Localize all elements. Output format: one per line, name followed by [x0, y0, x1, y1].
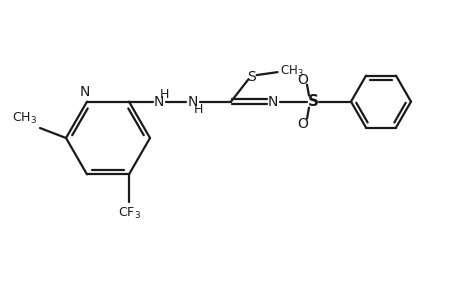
Text: N: N: [153, 94, 164, 109]
Text: H: H: [193, 103, 202, 116]
Text: H: H: [159, 88, 168, 101]
Text: N: N: [187, 94, 198, 109]
Text: O: O: [297, 73, 308, 87]
Text: O: O: [297, 117, 308, 130]
Text: N: N: [80, 85, 90, 99]
Text: CH$_3$: CH$_3$: [279, 64, 302, 79]
Text: CH$_3$: CH$_3$: [12, 111, 37, 126]
Text: N: N: [267, 94, 278, 109]
Text: S: S: [307, 94, 318, 109]
Text: S: S: [246, 70, 255, 84]
Text: CF$_3$: CF$_3$: [118, 206, 140, 221]
